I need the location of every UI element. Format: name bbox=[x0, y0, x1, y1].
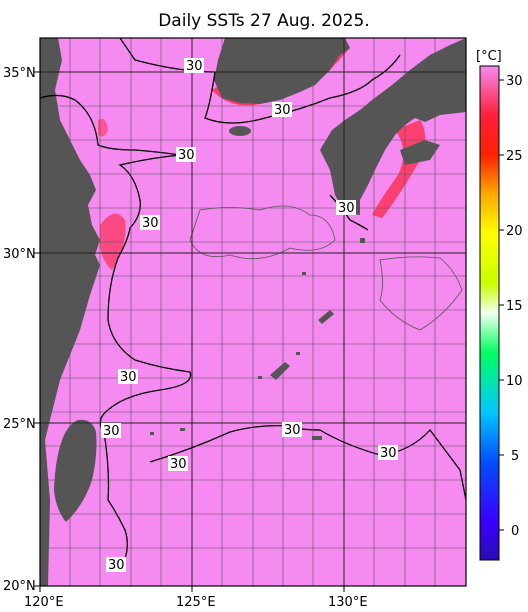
lat-label: 30°N bbox=[3, 247, 36, 262]
warm-patch-japan bbox=[372, 120, 425, 218]
colorbar-tick-label: 0 bbox=[511, 524, 519, 539]
lat-label: 35°N bbox=[3, 66, 36, 81]
contour-label: 30 bbox=[142, 216, 159, 231]
warm-patch-bay bbox=[98, 118, 108, 137]
colorbar-unit: [°C] bbox=[476, 49, 502, 64]
colorbar-tick-label: 5 bbox=[511, 449, 519, 464]
land-island-2 bbox=[258, 376, 262, 379]
contour-label: 30 bbox=[380, 446, 397, 461]
colorbar-tick-label: 30 bbox=[506, 74, 523, 89]
contour-label: 30 bbox=[186, 59, 203, 74]
colorbar-tick-label: 15 bbox=[506, 299, 523, 314]
contour-label: 30 bbox=[170, 457, 187, 472]
land-taiwan bbox=[54, 419, 97, 522]
map-frame bbox=[39, 37, 467, 587]
contour-label: 30 bbox=[338, 201, 355, 216]
map-title: Daily SSTs 27 Aug. 2025. bbox=[158, 11, 370, 31]
land-island-6 bbox=[312, 436, 322, 440]
colorbar-tick-label: 25 bbox=[506, 149, 523, 164]
contour-label: 30 bbox=[274, 103, 291, 118]
axis-ticks bbox=[34, 71, 345, 592]
land-amami bbox=[318, 310, 334, 324]
contour-label: 30 bbox=[108, 558, 125, 573]
colorbar-tick-label: 10 bbox=[506, 374, 523, 389]
land-japan bbox=[320, 38, 466, 215]
land-okinawa bbox=[270, 362, 290, 380]
lon-label: 130°E bbox=[328, 595, 368, 610]
lat-label: 20°N bbox=[3, 579, 36, 594]
colorbar-tick-label: 20 bbox=[506, 224, 523, 239]
contour-label: 30 bbox=[103, 424, 120, 439]
lon-label: 120°E bbox=[24, 595, 64, 610]
lat-label: 25°N bbox=[3, 417, 36, 432]
land-island-1 bbox=[296, 352, 300, 355]
land-island-5 bbox=[360, 238, 365, 243]
land-island-3 bbox=[180, 428, 185, 431]
graticule-major bbox=[40, 38, 466, 586]
land-island-4 bbox=[150, 432, 154, 435]
contour-label: 30 bbox=[284, 423, 301, 438]
contour-label-group: 30 30 30 30 30 30 30 30 30 30 30 bbox=[101, 58, 398, 573]
contour-label: 30 bbox=[120, 370, 137, 385]
land-island-7 bbox=[302, 272, 306, 275]
lon-label: 125°E bbox=[176, 595, 216, 610]
colorbar bbox=[479, 65, 500, 561]
land-jeju bbox=[229, 126, 251, 136]
colorbar-ticks bbox=[499, 79, 504, 531]
contour-label: 30 bbox=[178, 148, 195, 163]
land-shikoku bbox=[400, 140, 440, 165]
land-korea bbox=[214, 38, 350, 104]
contour-30 bbox=[40, 38, 466, 573]
